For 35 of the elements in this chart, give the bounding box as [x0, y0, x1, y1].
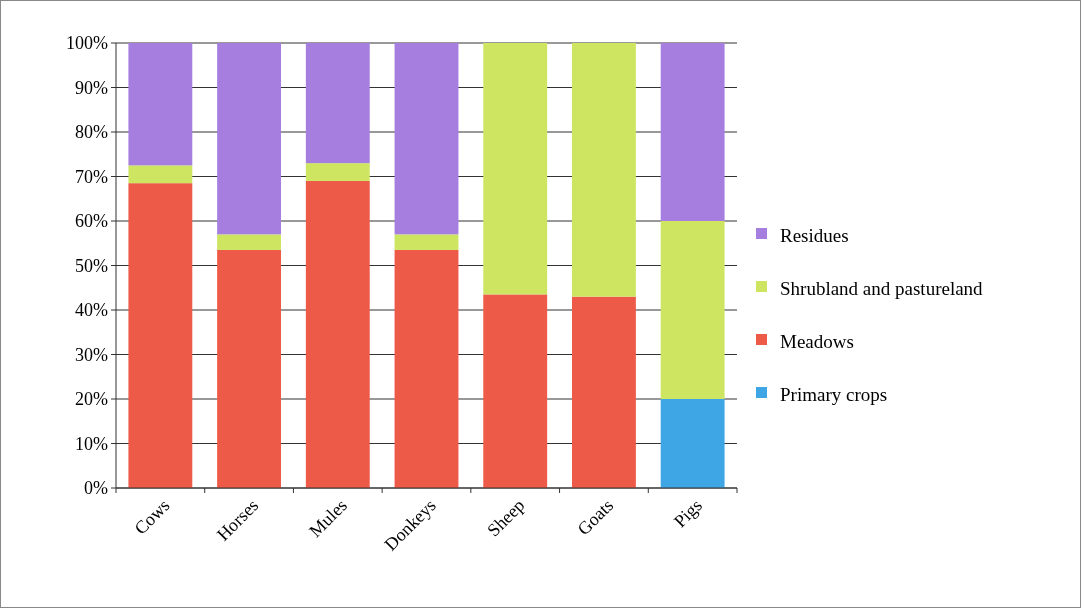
bar	[660, 43, 725, 221]
y-tick-label: 60%	[75, 211, 108, 232]
bar	[571, 43, 636, 297]
legend-label: Meadows	[780, 330, 854, 352]
bar	[660, 221, 725, 399]
bar	[394, 234, 459, 250]
bar	[305, 180, 370, 488]
y-tick-label: 100%	[66, 33, 108, 54]
y-tick-label: 10%	[75, 433, 108, 454]
y-tick-label: 30%	[75, 344, 108, 365]
bar	[394, 249, 459, 488]
bar	[128, 165, 193, 184]
bar	[660, 399, 725, 488]
y-tick-label: 90%	[75, 77, 108, 98]
bar	[217, 249, 282, 488]
legend-label: Residues	[780, 224, 849, 246]
bar	[394, 43, 459, 235]
legend-label: Shrubland and pastureland	[780, 277, 984, 299]
y-tick-label: 80%	[75, 122, 108, 143]
bar	[483, 294, 548, 488]
y-tick-label: 0%	[84, 478, 108, 499]
bar	[483, 43, 548, 295]
bar	[571, 296, 636, 488]
y-tick-label: 50%	[75, 255, 108, 276]
bar	[305, 43, 370, 164]
bar	[217, 43, 282, 235]
legend-label: Primary crops	[780, 383, 888, 405]
y-tick-label: 20%	[75, 389, 108, 410]
bar	[305, 163, 370, 181]
bar	[217, 234, 282, 250]
y-tick-label: 70%	[75, 166, 108, 187]
y-tick-label: 40%	[75, 300, 108, 321]
x-tick-label: Pigs	[669, 495, 706, 532]
bar	[128, 183, 193, 488]
bar	[128, 43, 193, 166]
